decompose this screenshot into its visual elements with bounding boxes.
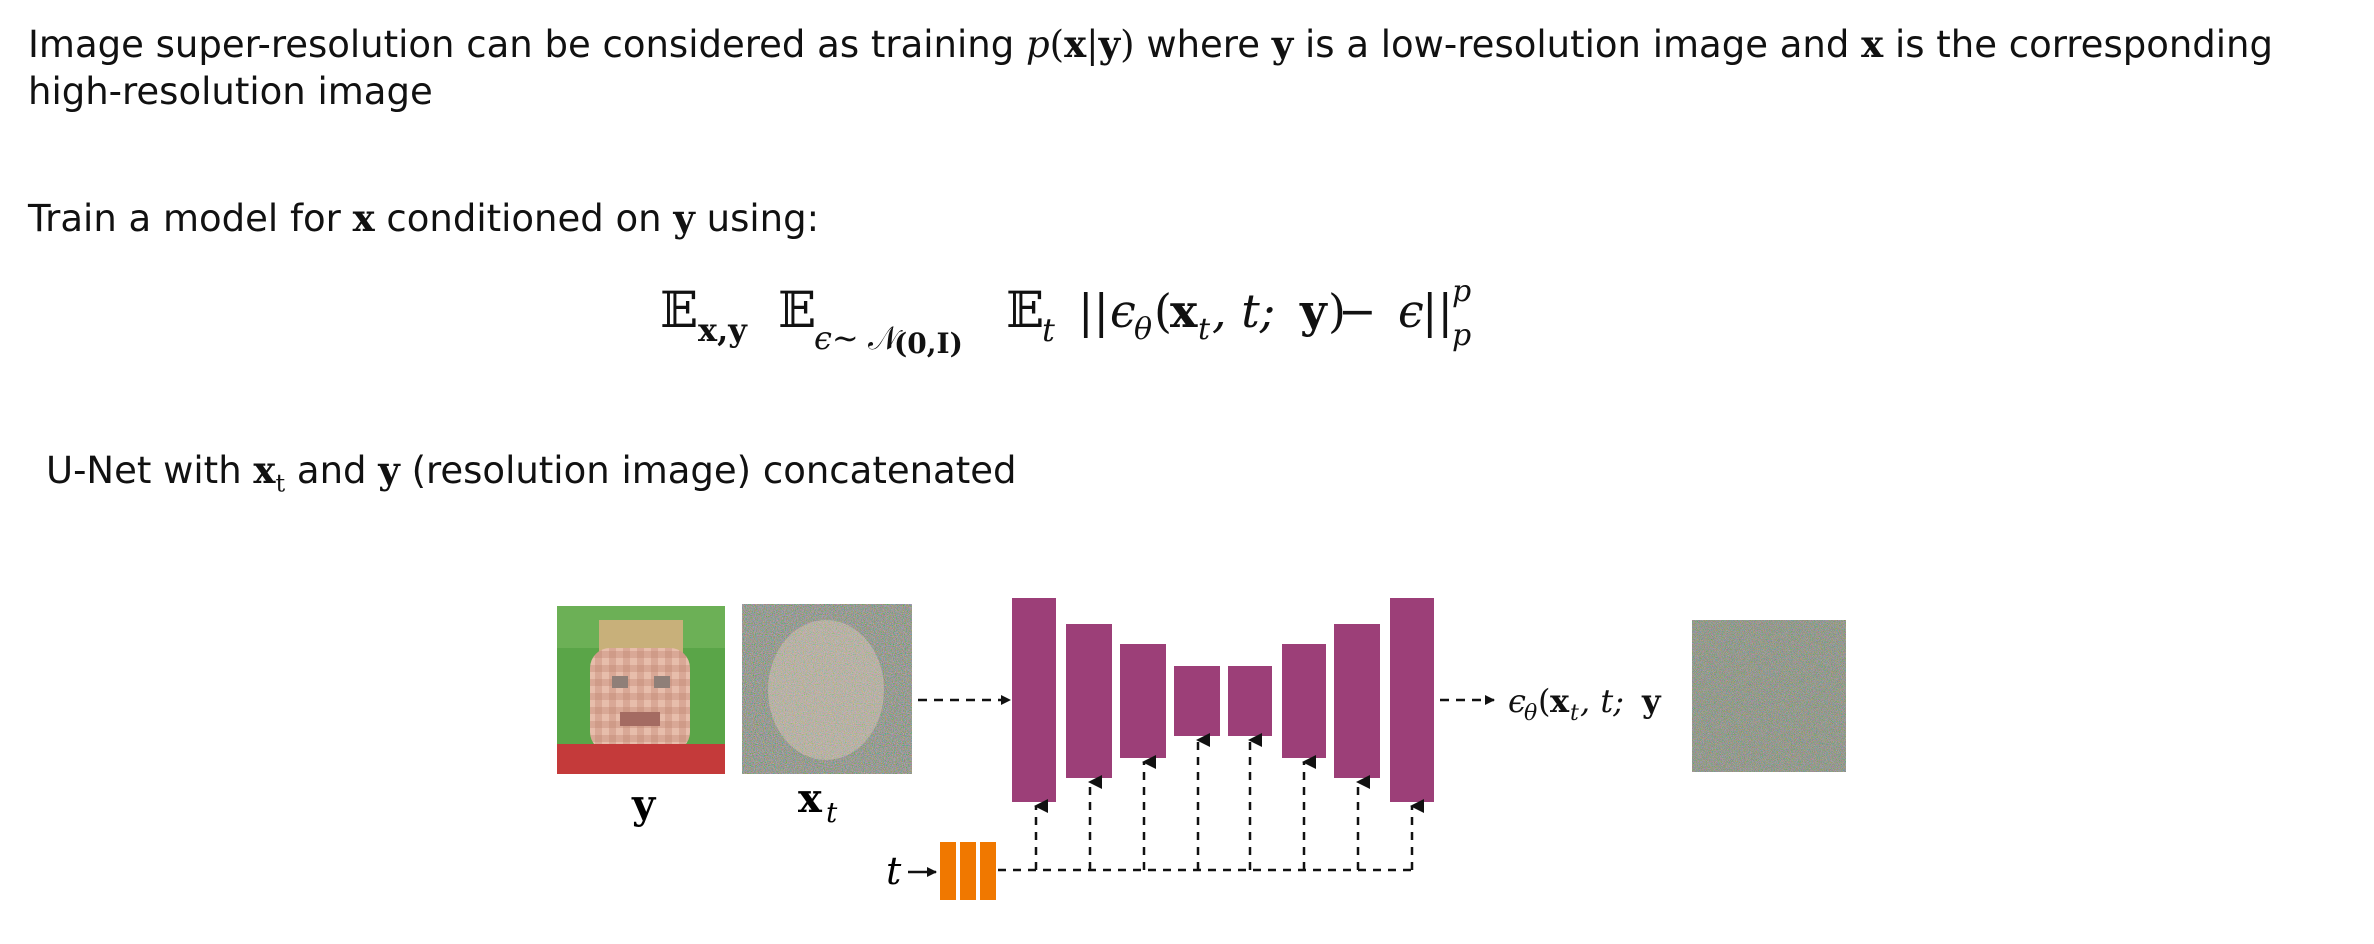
unet-blocks — [1012, 598, 1434, 802]
minus-sign: − — [1338, 284, 1377, 338]
norm-sub-p: p — [1452, 318, 1471, 353]
time-embedding-cell-1 — [940, 842, 956, 900]
train-math-y: y — [673, 196, 695, 240]
expectation-sub-args: (0,I) — [894, 327, 963, 360]
args-close: ) — [1328, 284, 1346, 338]
norm-power-p: p — [1452, 274, 1471, 309]
time-embedding — [940, 842, 996, 900]
norm-close: || — [1422, 284, 1453, 338]
label-xt: x — [798, 775, 823, 822]
output-theta: θ — [1524, 701, 1537, 726]
norm-open: || — [1078, 284, 1109, 338]
expectation-symbol-1: 𝔼 — [660, 281, 698, 339]
math-p: p — [1025, 23, 1050, 66]
intro-text-4: is the corresponding — [1894, 23, 2273, 66]
unet-block-8 — [1390, 598, 1434, 802]
unet-block-2 — [1066, 624, 1112, 778]
math-y: y — [1098, 22, 1121, 66]
low-resolution-image — [557, 606, 725, 774]
output-args-open: ( — [1538, 682, 1550, 720]
label-y: y — [631, 781, 657, 828]
intro-text-1: Image super-resolution can be considered… — [28, 23, 1015, 66]
expectation-sub-eps: ϵ∼ — [814, 319, 859, 357]
math-paren-close: ) — [1120, 23, 1135, 66]
expectation-sub-normal: 𝒩 — [868, 319, 903, 357]
arg-x-sub-t: t — [1198, 312, 1211, 347]
unet-text-3: (resolution image) concatenated — [411, 449, 1017, 492]
label-xt-sub: t — [826, 796, 838, 829]
expectation-sub-t: t — [1042, 311, 1055, 349]
unet-block-6 — [1282, 644, 1326, 758]
objective-equation: 𝔼 x,y 𝔼 ϵ∼ 𝒩 (0,I) 𝔼 t || ϵ θ ( x t , t;… — [660, 274, 1471, 360]
unet-block-3 — [1120, 644, 1166, 758]
arg-y: y — [1299, 284, 1328, 338]
math-x-2: x — [1861, 22, 1884, 66]
unet-text-2: and — [296, 449, 367, 492]
math-bar: | — [1086, 23, 1099, 66]
unet-block-7 — [1334, 624, 1380, 778]
unet-math-y: y — [378, 448, 400, 492]
eps-theta: ϵ — [1110, 284, 1136, 338]
theta-sub: θ — [1134, 312, 1152, 347]
unet-math-x-sub: t — [275, 469, 286, 498]
intro-line-1: Image super-resolution can be considered… — [28, 22, 2273, 67]
train-text-1: Train a model for — [28, 197, 341, 240]
unet-block-4 — [1174, 666, 1220, 736]
intro-text-3: is a low-resolution image and — [1305, 23, 1850, 66]
predicted-noise-image — [1692, 620, 1846, 772]
unet-block-5 — [1228, 666, 1272, 736]
math-paren-open: ( — [1049, 23, 1065, 66]
time-connections — [998, 733, 1424, 872]
output-y: y — [1641, 682, 1662, 720]
unet-block-1 — [1012, 598, 1056, 802]
output-x: x — [1550, 682, 1570, 720]
arg-t: , t; — [1212, 284, 1275, 338]
train-text-2: conditioned on — [386, 197, 662, 240]
time-embedding-cell-3 — [980, 842, 996, 900]
intro-text-2: where — [1146, 23, 1260, 66]
unet-text-1: U-Net with — [46, 449, 242, 492]
math-x: x — [1064, 22, 1087, 66]
time-embedding-cell-2 — [960, 842, 976, 900]
train-line: Train a model for x conditioned on y usi… — [28, 196, 819, 241]
expectation-symbol-3: 𝔼 — [1006, 281, 1044, 339]
intro-line-2: high-resolution image — [28, 70, 433, 113]
output-eps: ϵ — [1508, 682, 1526, 720]
train-text-3: using: — [706, 197, 820, 240]
unet-math-x: x — [253, 448, 276, 492]
unet-caption: U-Net with xt and y (resolution image) c… — [46, 448, 1016, 505]
arg-x: x — [1170, 284, 1198, 338]
math-y-2: y — [1271, 22, 1294, 66]
eps-noise: ϵ — [1398, 284, 1424, 338]
timestep-label: t — [886, 849, 902, 893]
noisy-image — [742, 604, 912, 774]
output-mid: , t; — [1580, 682, 1624, 720]
expectation-sub-xy: x,y — [698, 311, 748, 349]
train-math-x: x — [352, 196, 375, 240]
expectation-symbol-2: 𝔼 — [778, 281, 816, 339]
output-x-sub: t — [1570, 701, 1579, 726]
output-label: ϵ θ ( x t , t; y — [1508, 682, 1662, 726]
args-open: ( — [1154, 284, 1172, 338]
